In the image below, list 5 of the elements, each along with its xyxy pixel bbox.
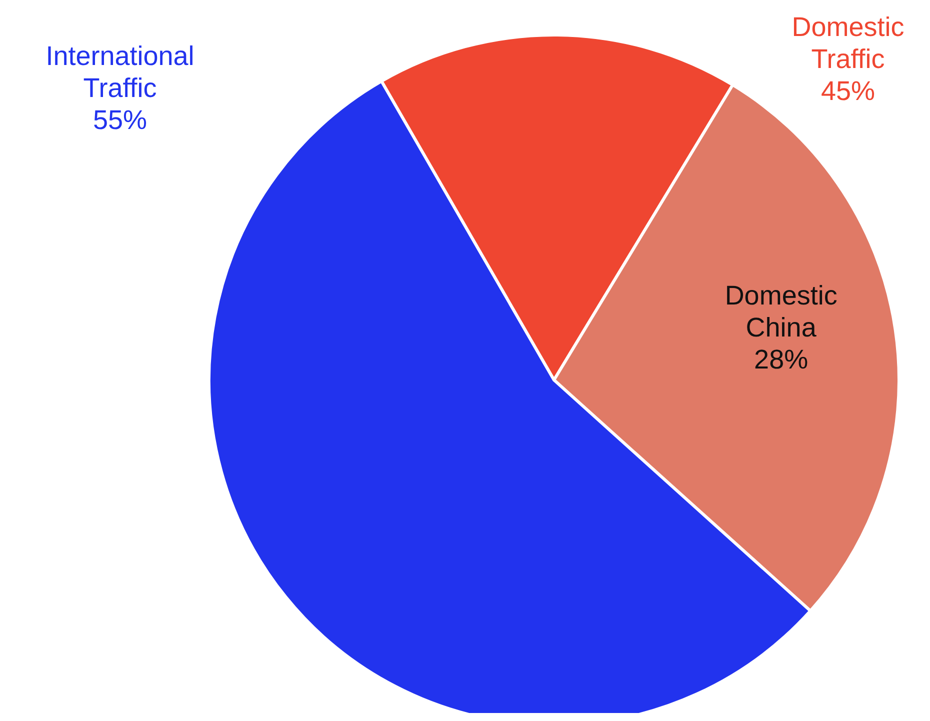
- data-label: 28%: [754, 344, 808, 375]
- text: Domestic Traffic 45%: [792, 12, 904, 106]
- slice-label: Domestic China: [724, 280, 838, 343]
- data-label: 55%: [92, 105, 148, 135]
- slice-label: International Traffic: [46, 41, 194, 103]
